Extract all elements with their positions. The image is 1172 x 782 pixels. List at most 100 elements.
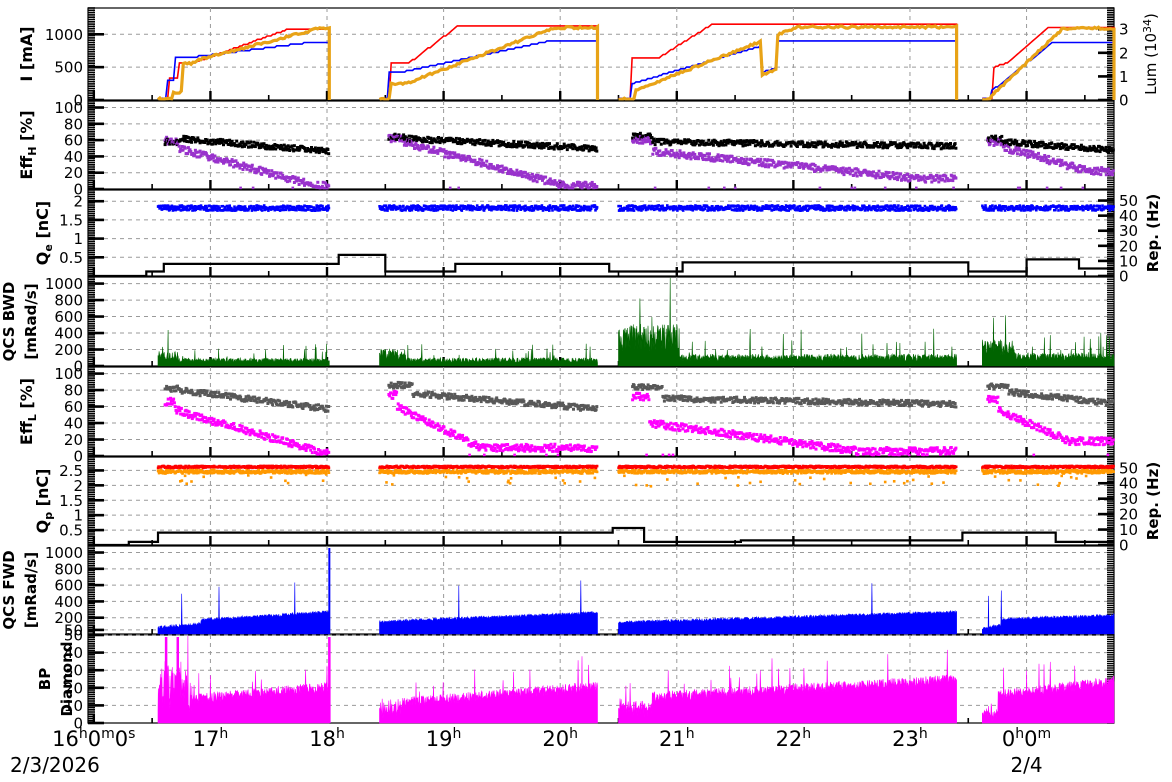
data-point	[840, 171, 844, 175]
data-point	[458, 156, 462, 160]
data-point	[865, 171, 868, 175]
data-point	[252, 140, 256, 144]
data-point	[847, 166, 851, 170]
data-point	[275, 144, 279, 147]
data-point	[205, 206, 209, 210]
data-point	[447, 392, 451, 396]
data-point	[1012, 150, 1015, 154]
data-point	[478, 161, 482, 165]
data-point	[314, 150, 318, 154]
data-point	[325, 448, 329, 452]
data-point	[788, 204, 792, 207]
data-point	[919, 144, 923, 148]
data-point	[922, 141, 926, 145]
data-point	[475, 163, 479, 167]
data-point	[1003, 209, 1007, 212]
data-point	[1009, 207, 1012, 211]
data-point	[290, 445, 294, 449]
data-point	[271, 433, 275, 437]
data-point	[190, 140, 194, 144]
data-point	[775, 206, 779, 210]
data-point	[942, 146, 946, 150]
panel-frame	[87, 366, 1115, 457]
data-point	[268, 435, 271, 439]
data-point	[190, 391, 194, 394]
data-point	[778, 141, 782, 145]
data-point	[664, 148, 668, 152]
data-point	[853, 186, 857, 190]
data-point	[302, 177, 306, 181]
data-point	[652, 137, 656, 141]
data-point	[305, 205, 309, 208]
data-point	[288, 442, 292, 446]
data-point	[652, 148, 656, 152]
data-point	[465, 158, 469, 162]
data-point	[404, 208, 407, 212]
data-point	[1084, 207, 1088, 210]
data-point	[1043, 146, 1047, 150]
data-point	[1093, 146, 1097, 150]
data-point	[425, 421, 429, 425]
data-point	[264, 143, 268, 147]
data-point	[408, 384, 412, 388]
data-point	[562, 142, 566, 146]
data-point	[654, 146, 658, 150]
data-point	[395, 407, 399, 411]
data-point	[213, 140, 217, 144]
data-point	[397, 206, 401, 210]
data-point	[225, 141, 229, 145]
data-point	[950, 174, 954, 178]
data-point	[1069, 165, 1073, 169]
data-point	[852, 206, 856, 210]
data-point	[178, 409, 182, 412]
panel-frame	[87, 276, 1115, 367]
data-point	[163, 207, 166, 210]
data-point	[510, 208, 514, 212]
data-point	[557, 206, 560, 209]
data-point	[896, 146, 900, 150]
data-point	[847, 170, 851, 174]
data-point	[893, 204, 897, 207]
data-point	[421, 140, 425, 144]
data-point	[785, 165, 789, 169]
data-point	[1068, 162, 1072, 166]
data-point	[241, 140, 245, 144]
data-point	[1048, 207, 1052, 211]
data-point	[876, 204, 879, 208]
data-point	[262, 204, 266, 207]
data-point	[530, 205, 534, 208]
data-point	[730, 154, 734, 158]
data-point	[441, 204, 444, 208]
data-point	[762, 164, 766, 168]
data-point	[409, 410, 413, 414]
data-point	[402, 139, 406, 143]
data-point	[430, 207, 434, 211]
data-point	[535, 141, 539, 145]
data-point	[173, 405, 177, 409]
data-point	[230, 139, 234, 143]
data-point	[866, 208, 870, 211]
data-point	[530, 176, 534, 180]
data-point	[579, 182, 583, 186]
data-point	[548, 142, 551, 146]
data-point	[680, 206, 684, 210]
data-point	[287, 205, 290, 209]
data-point	[1028, 205, 1031, 208]
data-point	[164, 140, 168, 144]
data-point	[1057, 209, 1060, 212]
data-point	[651, 152, 655, 156]
data-point	[258, 429, 262, 433]
data-point	[472, 139, 476, 143]
data-point	[1039, 159, 1043, 162]
data-point	[327, 206, 331, 210]
data-point	[430, 141, 434, 145]
data-point	[428, 421, 432, 425]
series-electron-current	[618, 40, 958, 100]
data-point	[213, 392, 217, 396]
data-point	[289, 440, 292, 443]
data-point	[560, 184, 564, 188]
data-point	[645, 140, 649, 144]
data-point	[412, 395, 416, 398]
data-point	[888, 209, 892, 212]
data-point	[729, 139, 733, 143]
